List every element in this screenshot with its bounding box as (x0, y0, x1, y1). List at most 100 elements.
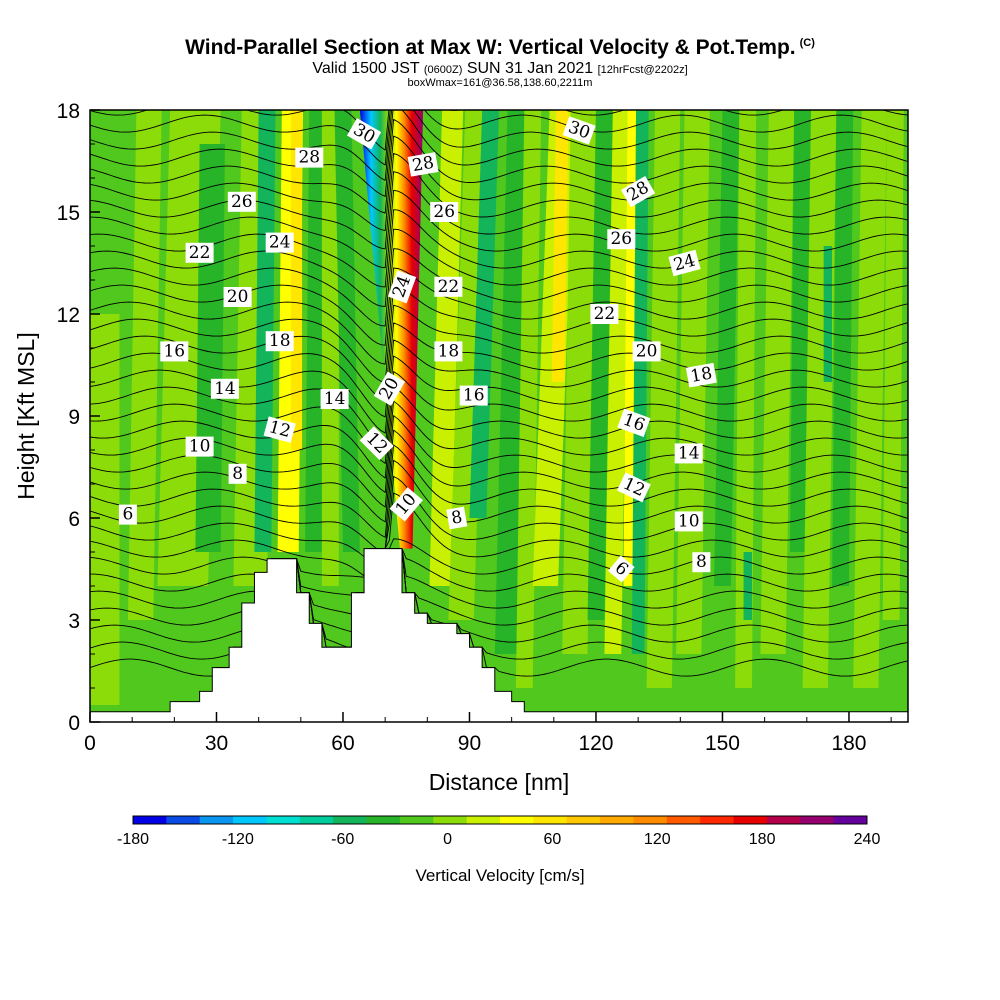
contour-label-text: 8 (232, 464, 243, 484)
theta-contour-line (90, 548, 908, 648)
colorbar-tick-label: 180 (749, 831, 776, 848)
theta-contour-line (90, 492, 908, 577)
contour-label-text: 24 (269, 233, 291, 253)
contour-label-box (265, 331, 294, 352)
colorbar-swatch (766, 816, 801, 824)
contour-label-box (263, 416, 296, 443)
contour-label: 14 (210, 378, 239, 399)
contour-label-box (185, 242, 214, 263)
theta-contour-line (90, 429, 908, 523)
velocity-plume (321, 110, 339, 586)
contour-label-text: 26 (231, 192, 253, 212)
contour-label: 28 (295, 147, 324, 168)
contour-label-box (674, 511, 703, 532)
contour-label: 20 (632, 341, 661, 362)
theta-contour-line (90, 322, 908, 418)
y-tick-label: 6 (68, 508, 80, 531)
contour-label-box (373, 371, 406, 406)
theta-contour-line (90, 459, 908, 550)
contour-label-text: 6 (122, 505, 133, 525)
contour-label: 18 (434, 341, 463, 362)
contour-label-box (430, 202, 459, 222)
x-axis-label: Distance [nm] (429, 769, 570, 795)
y-tick-label: 3 (68, 610, 80, 633)
colorbar-swatch (533, 816, 568, 824)
theta-contour-line (90, 267, 908, 365)
contour-label-text: 20 (227, 287, 249, 307)
theta-contour-line (90, 135, 908, 232)
y-tick-label: 9 (68, 406, 80, 429)
colorbar-swatch (833, 816, 868, 824)
x-tick-label: 90 (458, 732, 481, 755)
x-tick-label: 30 (205, 732, 228, 755)
x-tick-label: 120 (578, 732, 613, 755)
contour-label-box (674, 443, 703, 464)
colorbar-swatch (700, 816, 735, 824)
theta-contour-line (90, 118, 908, 214)
contour-label-text: 14 (214, 379, 236, 399)
contour-label-box (668, 249, 701, 277)
theta-contour-line (90, 110, 908, 166)
colorbar-tick-label: -60 (331, 831, 354, 848)
theta-contour-line (90, 189, 908, 288)
contour-label: 22 (590, 304, 619, 324)
chart-title: Wind-Parallel Section at Max W: Vertical… (0, 36, 1000, 60)
contour-label-box (359, 426, 394, 461)
contour-label: 26 (607, 229, 636, 250)
contour-label-text: 10 (189, 437, 211, 457)
chart-subtitle-box: boxWmax=161@36.58,138.60,2211m (407, 77, 593, 89)
chart-subtitle: Valid 1500 JST (0600Z) SUN 31 Jan 2021 [… (0, 60, 1000, 78)
colorbar-swatch (166, 816, 201, 824)
contour-label-box (616, 472, 651, 503)
colorbar-swatch (199, 816, 234, 824)
velocity-plume (882, 110, 904, 620)
velocity-plume (515, 110, 542, 688)
contour-label-box (346, 118, 382, 150)
colorbar-swatch (800, 816, 835, 824)
contour-label-box (562, 116, 596, 145)
terrain-profile (89, 548, 909, 723)
theta-contour-line (90, 385, 908, 479)
y-tick-label: 15 (57, 202, 80, 225)
contour-label-text: 16 (463, 386, 485, 406)
contour-label-box (295, 147, 324, 168)
theta-contour-line (90, 548, 908, 596)
contour-label-text: 28 (411, 153, 436, 176)
colorbar-swatch (466, 816, 501, 824)
x-tick-label: 180 (831, 732, 866, 755)
velocity-plume (631, 110, 649, 654)
contour-label-box (607, 555, 635, 583)
theta-contours (90, 110, 908, 677)
theta-contour-line (90, 538, 908, 578)
contour-label-text: 14 (678, 443, 700, 463)
contour-label-box (446, 506, 468, 530)
colorbar-swatch (566, 816, 601, 824)
y-tick-label: 12 (57, 304, 80, 327)
theta-contour-line (90, 110, 908, 198)
contour-label: 14 (320, 389, 349, 409)
contour-label-text: 20 (636, 341, 658, 361)
x-tick-label: 60 (331, 732, 354, 755)
colorbar-swatch (366, 816, 401, 824)
velocity-plume (789, 110, 812, 552)
contour-label-text: 10 (678, 511, 700, 531)
contour-label-box (118, 504, 137, 525)
contour-label: 28 (407, 152, 439, 177)
colorbar-tick-label: 60 (544, 831, 562, 848)
theta-contour-line (90, 110, 908, 151)
colorbar-swatch (233, 816, 267, 824)
colorbar-swatch (733, 816, 768, 824)
velocity-plume (735, 110, 757, 688)
colorbar-swatch (666, 816, 701, 824)
colorbar-frame (132, 815, 868, 825)
colorbar-tick-label: 240 (854, 831, 881, 848)
contour-label: 10 (185, 436, 214, 457)
contour-label: 16 (459, 385, 488, 406)
contour-label-text: 22 (189, 243, 211, 263)
y-tick-label: 0 (68, 712, 80, 735)
contour-label-text: 18 (269, 331, 291, 351)
contour-label-box (320, 389, 349, 409)
contour-label-text: 14 (324, 389, 346, 409)
contour-label: 8 (446, 506, 468, 530)
